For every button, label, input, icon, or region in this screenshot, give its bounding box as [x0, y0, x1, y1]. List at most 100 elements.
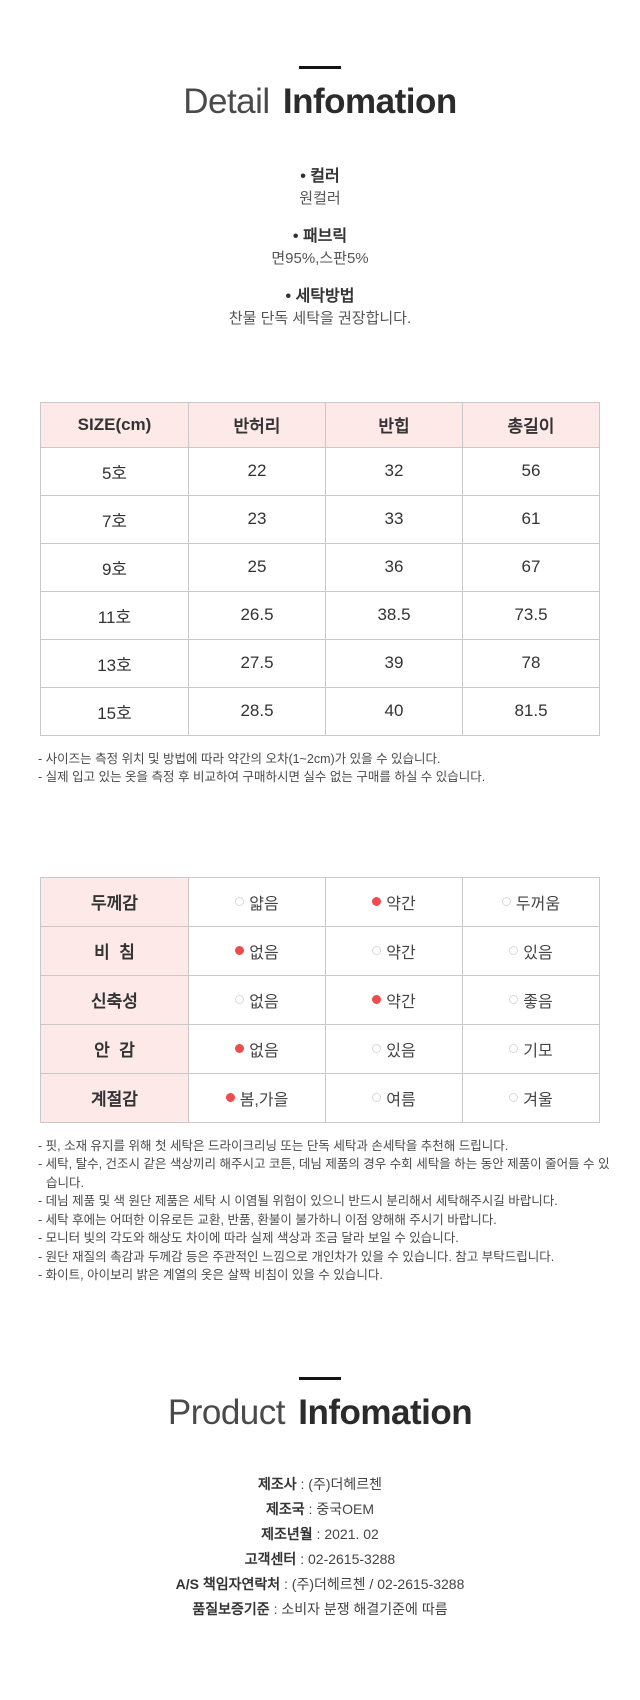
title-bold-text: Infomation	[298, 1392, 473, 1432]
note-item: - 세탁 후에는 어떠한 이유로든 교환, 반품, 환불이 불가하니 이점 양해…	[38, 1212, 497, 1227]
product-info-label: 고객센터	[244, 1551, 297, 1567]
property-option: 약간	[325, 876, 463, 927]
option-label: 없음	[249, 1042, 279, 1060]
property-option: 약간	[325, 925, 463, 976]
product-info-line: 제조년월 : 2021. 02	[0, 1522, 640, 1547]
option-label: 약간	[386, 944, 416, 962]
size-table-row: 5호 22 32 56	[40, 446, 600, 496]
option-label: 약간	[386, 895, 416, 913]
radio-dot-icon	[235, 946, 245, 955]
property-label: 두께감	[40, 876, 189, 927]
product-info-line: 품질보증기준 : 소비자 분쟁 해결기준에 따름	[0, 1597, 640, 1622]
info-section-value: 원컬러	[299, 189, 341, 207]
size-cell: 36	[325, 542, 463, 592]
radio-dot-icon	[372, 1093, 382, 1102]
product-info-line: A/S 책임자연락처 : (주)더헤르첸 / 02-2615-3288	[0, 1572, 640, 1597]
size-cell: 78	[462, 638, 600, 688]
property-table: 두께감 얇음 약간 두꺼움 비 침 없음 약간 있음 신축성 없음 약간 좋음 …	[40, 876, 600, 1123]
property-option: 얇음	[188, 876, 326, 927]
product-info-line: 제조국 : 중국OEM	[0, 1497, 640, 1522]
product-info-label: 제조사	[257, 1476, 297, 1492]
option-label: 두꺼움	[515, 895, 561, 913]
info-section-color: 컬러 원컬러	[0, 166, 640, 210]
size-table-header-cell: 총길이	[462, 401, 600, 448]
size-table-header-row: SIZE(cm) 반허리 반힙 총길이	[40, 401, 600, 448]
product-info-label: 품질보증기준	[192, 1601, 270, 1617]
size-cell: 38.5	[325, 590, 463, 640]
info-section-label: 컬러	[0, 166, 640, 188]
radio-dot-icon	[509, 995, 519, 1004]
size-cell: 56	[462, 446, 600, 496]
info-section-label: 세탁방법	[0, 286, 640, 308]
property-option: 기모	[462, 1023, 600, 1074]
size-cell: 11호	[40, 590, 189, 640]
size-cell: 32	[325, 446, 463, 496]
property-option: 좋음	[462, 974, 600, 1025]
note-item: - 모니터 빛의 각도와 해상도 차이에 따라 실제 색상과 조금 달라 보일 …	[38, 1231, 459, 1245]
product-info-value: 2021. 02	[324, 1526, 379, 1542]
size-cell: 15호	[40, 686, 189, 736]
size-cell: 25	[188, 542, 326, 592]
size-table-row: 15호 28.5 40 81.5	[40, 686, 600, 736]
size-table-row: 11호 26.5 38.5 73.5	[40, 590, 600, 640]
product-info-value: 소비자 분쟁 해결기준에 따름	[281, 1601, 448, 1617]
property-option: 여름	[325, 1072, 463, 1123]
size-cell: 23	[188, 494, 326, 544]
size-table-row: 7호 23 33 61	[40, 494, 600, 544]
separator: :	[304, 1501, 317, 1517]
separator: :	[296, 1476, 309, 1492]
property-row-stretch: 신축성 없음 약간 좋음	[40, 974, 600, 1025]
size-table-header-cell: 반허리	[188, 401, 326, 448]
radio-dot-icon	[372, 1044, 382, 1053]
product-info-label: 제조국	[266, 1501, 305, 1517]
option-label: 있음	[523, 944, 553, 962]
detail-info-title: Detail Infomation	[0, 82, 640, 122]
radio-dot-icon	[235, 897, 245, 906]
title-dash-icon	[299, 66, 341, 69]
radio-dot-icon	[509, 946, 519, 955]
option-label: 있음	[386, 1042, 416, 1060]
product-info-list: 제조사 : (주)더헤르첸 제조국 : 중국OEM 제조년월 : 2021. 0…	[0, 1472, 640, 1682]
radio-dot-icon	[235, 995, 245, 1004]
size-notes: - 사이즈는 측정 위치 및 방법에 따라 약간의 오차(1~2cm)가 있을 …	[0, 750, 640, 787]
size-cell: 5호	[40, 446, 189, 496]
note-item: - 세탁, 탈수, 건조시 같은 색상끼리 해주시고 코튼, 데님 제품의 경우…	[38, 1157, 610, 1190]
property-row-sheerness: 비 침 없음 약간 있음	[40, 925, 600, 976]
property-option: 약간	[325, 974, 463, 1025]
radio-dot-icon	[372, 946, 382, 955]
note-item: - 데님 제품 및 색 원단 제품은 세탁 시 이염될 위험이 있으니 반드시 …	[38, 1194, 558, 1208]
product-info-line: 제조사 : (주)더헤르첸	[0, 1472, 640, 1497]
product-info-title: Product Infomation	[0, 1392, 640, 1433]
size-cell: 67	[462, 542, 600, 592]
size-table-row: 9호 25 36 67	[40, 542, 600, 592]
property-option: 없음	[188, 925, 326, 976]
property-option: 있음	[325, 1023, 463, 1074]
product-info-value: (주)더헤르첸 / 02-2615-3288	[291, 1576, 465, 1592]
title-bold-text: Infomation	[282, 82, 457, 121]
property-option: 봄,가을	[188, 1072, 326, 1123]
note-item: - 원단 재질의 촉감과 두께감 등은 주관적인 느낌으로 개인차가 있을 수 …	[38, 1249, 555, 1264]
note-item: - 핏, 소재 유지를 위해 첫 세탁은 드라이크리닝 또는 단독 세탁과 손세…	[38, 1138, 509, 1153]
info-section-label: 패브릭	[0, 226, 640, 248]
option-label: 없음	[249, 944, 279, 962]
radio-dot-icon	[235, 1044, 245, 1053]
info-section-washing: 세탁방법 찬물 단독 세탁을 권장합니다.	[0, 286, 640, 330]
option-label: 여름	[386, 1091, 416, 1109]
separator: :	[280, 1576, 292, 1592]
info-sections: 컬러 원컬러 패브릭 면95%,스판5% 세탁방법 찬물 단독 세탁을 권장합니…	[0, 166, 640, 330]
note-item: - 사이즈는 측정 위치 및 방법에 따라 약간의 오차(1~2cm)가 있을 …	[38, 751, 441, 766]
property-row-lining: 안 감 없음 있음 기모	[40, 1023, 600, 1074]
radio-dot-icon	[509, 1093, 519, 1102]
option-label: 봄,가을	[239, 1091, 289, 1109]
property-option: 없음	[188, 974, 326, 1025]
property-option: 겨울	[462, 1072, 600, 1123]
size-cell: 61	[462, 494, 600, 544]
option-label: 없음	[249, 993, 279, 1011]
size-cell: 81.5	[462, 686, 600, 736]
size-cell: 40	[325, 686, 463, 736]
size-cell: 73.5	[462, 590, 600, 640]
info-section-value: 면95%,스판5%	[271, 249, 369, 267]
option-label: 좋음	[523, 993, 553, 1011]
detail-info-header: Detail Infomation	[0, 0, 640, 122]
